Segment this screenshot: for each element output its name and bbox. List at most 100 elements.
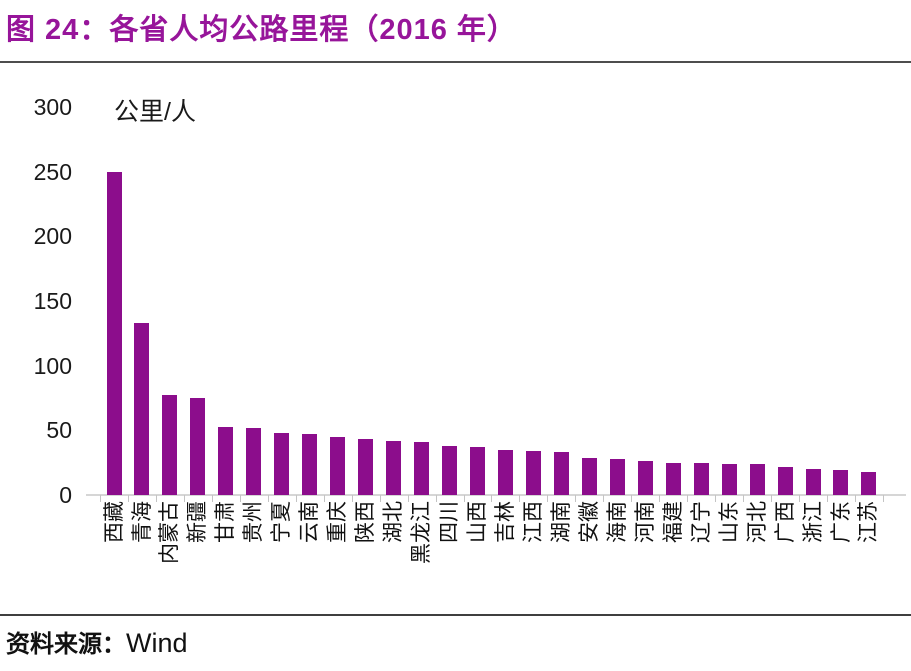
bar bbox=[162, 395, 177, 495]
x-axis-category-label: 四川 bbox=[438, 501, 461, 543]
x-axis-tick bbox=[380, 495, 381, 502]
x-axis-category-label: 宁夏 bbox=[270, 501, 294, 543]
bar bbox=[442, 445, 457, 495]
x-axis-category-label: 吉林 bbox=[493, 501, 517, 543]
x-axis-tick bbox=[408, 495, 409, 502]
x-axis-category-label: 湖南 bbox=[549, 501, 573, 543]
x-axis-tick bbox=[603, 495, 604, 502]
bar bbox=[526, 451, 541, 495]
bar bbox=[554, 452, 569, 495]
x-axis-category-label: 西藏 bbox=[102, 501, 126, 543]
x-axis-tick bbox=[464, 495, 465, 502]
bar bbox=[246, 427, 261, 495]
x-axis-tick bbox=[352, 495, 353, 502]
bar bbox=[861, 471, 876, 495]
x-axis-tick bbox=[324, 495, 325, 502]
y-axis-unit-label: 公里/人 bbox=[114, 98, 196, 126]
x-axis-category-label: 山东 bbox=[717, 501, 741, 543]
bar bbox=[722, 464, 737, 495]
x-axis-tick bbox=[296, 495, 297, 502]
x-axis-tick bbox=[687, 495, 688, 502]
x-axis-category-label: 广东 bbox=[829, 501, 853, 543]
x-axis-tick bbox=[715, 495, 716, 502]
bar bbox=[498, 449, 513, 495]
bar bbox=[302, 434, 317, 495]
x-axis-tick bbox=[519, 495, 520, 502]
bar bbox=[778, 466, 793, 495]
source-label: 资料来源： bbox=[6, 632, 126, 658]
x-axis-category-label: 新疆 bbox=[186, 501, 210, 543]
x-axis-category-label: 青海 bbox=[130, 501, 154, 543]
bar bbox=[274, 432, 289, 495]
x-axis-category-label: 安徽 bbox=[577, 501, 601, 543]
x-axis-tick bbox=[436, 495, 437, 502]
bar bbox=[107, 171, 122, 495]
x-axis-tick bbox=[240, 495, 241, 502]
x-axis-tick bbox=[771, 495, 772, 502]
x-axis-tick bbox=[883, 495, 884, 502]
x-axis-category-label: 江苏 bbox=[857, 501, 881, 543]
x-axis-tick bbox=[547, 495, 548, 502]
bar bbox=[666, 462, 681, 495]
y-axis-tick-label: 100 bbox=[33, 352, 72, 379]
x-axis-tick bbox=[827, 495, 828, 502]
bar bbox=[330, 436, 345, 495]
x-axis-tick bbox=[631, 495, 632, 502]
bar bbox=[386, 440, 401, 495]
x-axis-category-label: 江西 bbox=[521, 501, 545, 543]
x-axis-category-label: 山西 bbox=[466, 501, 489, 543]
x-axis-category-label: 云南 bbox=[298, 501, 322, 543]
x-axis-tick bbox=[491, 495, 492, 502]
x-axis-category-label: 河北 bbox=[745, 501, 769, 543]
y-axis-tick-label: 200 bbox=[33, 223, 72, 250]
x-axis-tick bbox=[575, 495, 576, 502]
bar bbox=[750, 464, 765, 495]
bar bbox=[134, 323, 149, 495]
x-axis-category-label: 辽宁 bbox=[689, 501, 713, 543]
x-axis-line bbox=[86, 494, 906, 496]
bar bbox=[694, 462, 709, 495]
y-axis-tick-label: 50 bbox=[46, 417, 72, 444]
x-axis-category-label: 重庆 bbox=[326, 501, 350, 543]
x-axis-category-label: 湖北 bbox=[382, 501, 406, 543]
y-axis-tick-label: 250 bbox=[33, 158, 72, 185]
x-axis-tick bbox=[855, 495, 856, 502]
x-axis-category-label: 海南 bbox=[605, 501, 629, 543]
x-axis-tick bbox=[100, 495, 101, 502]
bar bbox=[610, 458, 625, 495]
bar bbox=[638, 461, 653, 495]
x-axis-category-label: 甘肃 bbox=[214, 501, 238, 543]
bar bbox=[358, 439, 373, 495]
x-axis-tick bbox=[743, 495, 744, 502]
bar bbox=[582, 457, 597, 495]
y-axis-tick-label: 300 bbox=[33, 94, 72, 121]
x-axis-category-label: 内蒙古 bbox=[158, 501, 182, 564]
source-note: 资料来源：Wind bbox=[6, 624, 188, 659]
x-axis-category-label: 陕西 bbox=[354, 501, 378, 543]
footer-divider bbox=[0, 614, 911, 616]
title-divider bbox=[0, 61, 911, 63]
source-value: Wind bbox=[126, 628, 188, 658]
x-axis-tick bbox=[184, 495, 185, 502]
x-axis-tick bbox=[128, 495, 129, 502]
x-axis-tick bbox=[156, 495, 157, 502]
x-axis-category-label: 福建 bbox=[661, 501, 685, 543]
x-axis-category-label: 浙江 bbox=[801, 501, 825, 543]
x-axis-tick bbox=[659, 495, 660, 502]
bar bbox=[190, 398, 205, 495]
x-axis-category-label: 黑龙江 bbox=[410, 501, 434, 564]
bar bbox=[414, 442, 429, 495]
figure-title: 图 24：各省人均公路里程（2016 年） bbox=[6, 14, 517, 46]
bar bbox=[218, 426, 233, 495]
bar bbox=[806, 469, 821, 495]
bar bbox=[470, 447, 485, 495]
bar bbox=[833, 470, 848, 495]
y-axis-tick-label: 0 bbox=[59, 482, 72, 508]
x-axis-category-label: 广西 bbox=[773, 501, 797, 543]
x-axis-tick bbox=[212, 495, 213, 502]
x-axis-tick bbox=[799, 495, 800, 502]
x-axis-tick bbox=[268, 495, 269, 502]
x-axis-category-label: 贵州 bbox=[242, 501, 266, 543]
y-axis-tick-label: 150 bbox=[33, 288, 72, 315]
